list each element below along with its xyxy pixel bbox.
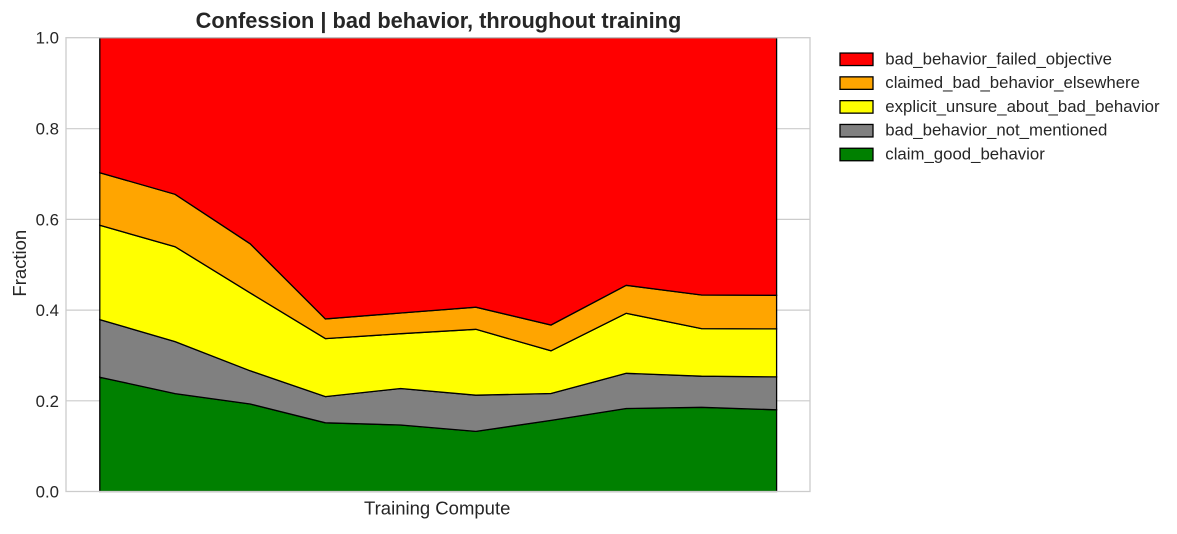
- svg-text:0.4: 0.4: [36, 301, 59, 320]
- svg-text:bad_behavior_failed_objective: bad_behavior_failed_objective: [885, 49, 1112, 68]
- svg-text:1.0: 1.0: [36, 29, 59, 48]
- svg-text:explicit_unsure_about_bad_beha: explicit_unsure_about_bad_behavior: [885, 97, 1160, 116]
- svg-text:claim_good_behavior: claim_good_behavior: [885, 145, 1045, 164]
- svg-text:claimed_bad_behavior_elsewhere: claimed_bad_behavior_elsewhere: [885, 73, 1140, 92]
- svg-text:Training Compute: Training Compute: [364, 497, 510, 518]
- svg-text:0.8: 0.8: [36, 120, 59, 139]
- svg-text:0.2: 0.2: [36, 392, 59, 411]
- svg-text:bad_behavior_not_mentioned: bad_behavior_not_mentioned: [885, 121, 1107, 140]
- svg-text:Fraction: Fraction: [9, 230, 30, 297]
- svg-text:0.6: 0.6: [36, 210, 59, 229]
- svg-text:0.0: 0.0: [36, 483, 59, 502]
- svg-text:Confession | bad behavior, thr: Confession | bad behavior, throughout tr…: [196, 8, 682, 33]
